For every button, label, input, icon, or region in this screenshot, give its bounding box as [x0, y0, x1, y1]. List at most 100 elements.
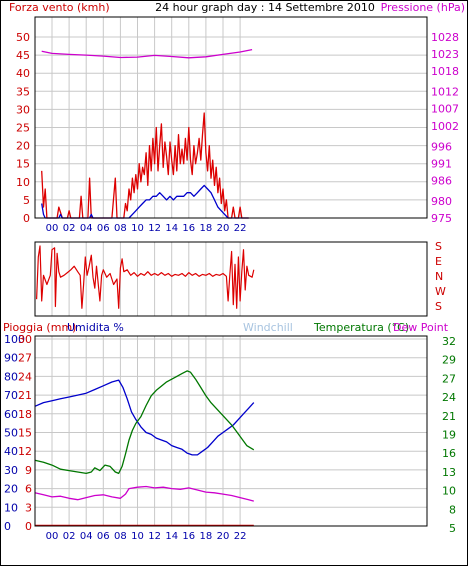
temperature-tick-label: 27 — [442, 372, 456, 385]
rain-tick-label: 0 — [25, 520, 32, 533]
pressure-tick-label: 1012 — [431, 86, 459, 99]
rain-tick-label: 6 — [25, 483, 32, 496]
pressure-tick-label: 1018 — [431, 65, 459, 78]
wind-tick-label: 35 — [16, 85, 30, 98]
direction-label: S — [435, 300, 442, 313]
dewpoint-legend-label: Dew Point — [393, 321, 449, 334]
rain-tick-label: 15 — [18, 427, 32, 440]
wind-tick-label: 40 — [16, 67, 30, 80]
temperature-tick-label: 8 — [449, 503, 456, 516]
x-tick-label: 08 — [114, 531, 127, 542]
humidity-tick-label: 10 — [4, 501, 18, 514]
direction-label: S — [435, 240, 442, 253]
wind-tick-label: 30 — [16, 103, 30, 116]
humidity-tick-label: 30 — [4, 464, 18, 477]
series-line-umidita- — [34, 379, 255, 456]
x-tick-label: 16 — [182, 531, 195, 542]
x-tick-label: 12 — [148, 223, 161, 234]
series-line-dew-point — [34, 485, 254, 502]
pressure-tick-label: 980 — [431, 195, 452, 208]
temperature-tick-label: 24 — [442, 391, 456, 404]
x-tick-label: 12 — [148, 531, 161, 542]
temperature-tick-label: 29 — [442, 354, 456, 367]
x-tick-label: 06 — [97, 531, 110, 542]
humidity-tick-label: 40 — [4, 445, 18, 458]
labels-layer: 24 hour graph day : 14 Settembre 2010 Fo… — [3, 1, 465, 542]
direction-label: E — [435, 255, 442, 268]
rain-tick-label: 3 — [25, 501, 32, 514]
humidity-tick-label: 50 — [4, 427, 18, 440]
temperature-tick-label: 16 — [442, 447, 456, 460]
temperature-tick-label: 21 — [442, 410, 456, 423]
x-tick-label: 20 — [217, 223, 230, 234]
series-line-vento-medio — [41, 184, 249, 219]
temperature-tick-label: 32 — [442, 335, 456, 348]
series-line-temperatura-c- — [34, 370, 255, 475]
humidity-temperature-plot-frame — [34, 335, 428, 527]
series-layer — [34, 48, 255, 527]
rain-tick-label: 12 — [18, 445, 32, 458]
x-tick-label: 18 — [200, 223, 213, 234]
x-tick-label: 20 — [217, 531, 230, 542]
x-tick-label: 22 — [234, 531, 247, 542]
humidity-tick-label: 80 — [4, 370, 18, 383]
direction-label: N — [435, 270, 443, 283]
x-tick-label: 00 — [46, 531, 59, 542]
wind-axis-label: Forza vento (kmh) — [9, 1, 110, 14]
rain-tick-label: 24 — [18, 370, 32, 383]
temperature-axis-label: Temperatura (°C) — [313, 321, 409, 334]
temperature-tick-label: 10 — [442, 485, 456, 498]
wind-tick-label: 0 — [23, 212, 30, 225]
series-line-pressione — [41, 48, 253, 59]
x-tick-label: 04 — [80, 531, 93, 542]
wind-pressure-plot-frame — [34, 16, 428, 219]
wind-tick-label: 10 — [16, 176, 30, 189]
pressure-axis-label: Pressione (hPa) — [381, 1, 465, 14]
x-tick-label: 00 — [46, 223, 59, 234]
pressure-tick-label: 991 — [431, 157, 452, 170]
rain-tick-label: 30 — [18, 333, 32, 346]
pressure-tick-label: 1007 — [431, 103, 459, 116]
windchill-legend-label: Windchill — [243, 321, 293, 334]
wind-tick-label: 5 — [23, 194, 30, 207]
pressure-tick-label: 996 — [431, 140, 452, 153]
humidity-tick-label: 60 — [4, 408, 18, 421]
rain-tick-label: 21 — [18, 389, 32, 402]
rain-axis-label: Pioggia (mm) — [3, 321, 76, 334]
wind-tick-label: 15 — [16, 158, 30, 171]
direction-label: W — [435, 285, 446, 298]
humidity-tick-label: 100 — [4, 333, 25, 346]
pressure-tick-label: 1002 — [431, 120, 459, 133]
plot-frames — [34, 16, 428, 527]
x-tick-label: 22 — [234, 223, 247, 234]
rain-tick-label: 18 — [18, 408, 32, 421]
temperature-tick-label: 19 — [442, 429, 456, 442]
x-tick-label: 14 — [165, 223, 178, 234]
x-tick-label: 10 — [131, 223, 144, 234]
pressure-tick-label: 1028 — [431, 31, 459, 44]
humidity-tick-label: 90 — [4, 352, 18, 365]
x-tick-label: 02 — [63, 531, 76, 542]
wind-tick-label: 45 — [16, 49, 30, 62]
x-tick-label: 10 — [131, 531, 144, 542]
rain-tick-label: 9 — [25, 464, 32, 477]
x-tick-label: 02 — [63, 223, 76, 234]
pressure-tick-label: 975 — [431, 212, 452, 225]
series-line-raffica — [41, 112, 249, 219]
rain-tick-label: 27 — [18, 352, 32, 365]
chart-title: 24 hour graph day : 14 Settembre 2010 — [155, 1, 375, 14]
pressure-tick-label: 1023 — [431, 48, 459, 61]
pressure-tick-label: 986 — [431, 174, 452, 187]
x-tick-label: 08 — [114, 223, 127, 234]
wind-tick-label: 50 — [16, 31, 30, 44]
humidity-tick-label: 0 — [4, 520, 11, 533]
grid-layer — [35, 17, 427, 527]
humidity-axis-label: Umidita % — [67, 321, 124, 334]
wind-tick-label: 25 — [16, 122, 30, 135]
wind-tick-label: 20 — [16, 140, 30, 153]
temperature-tick-label: 13 — [442, 466, 456, 479]
wind-direction-plot-frame — [34, 241, 428, 317]
temperature-tick-label: 5 — [449, 522, 456, 535]
